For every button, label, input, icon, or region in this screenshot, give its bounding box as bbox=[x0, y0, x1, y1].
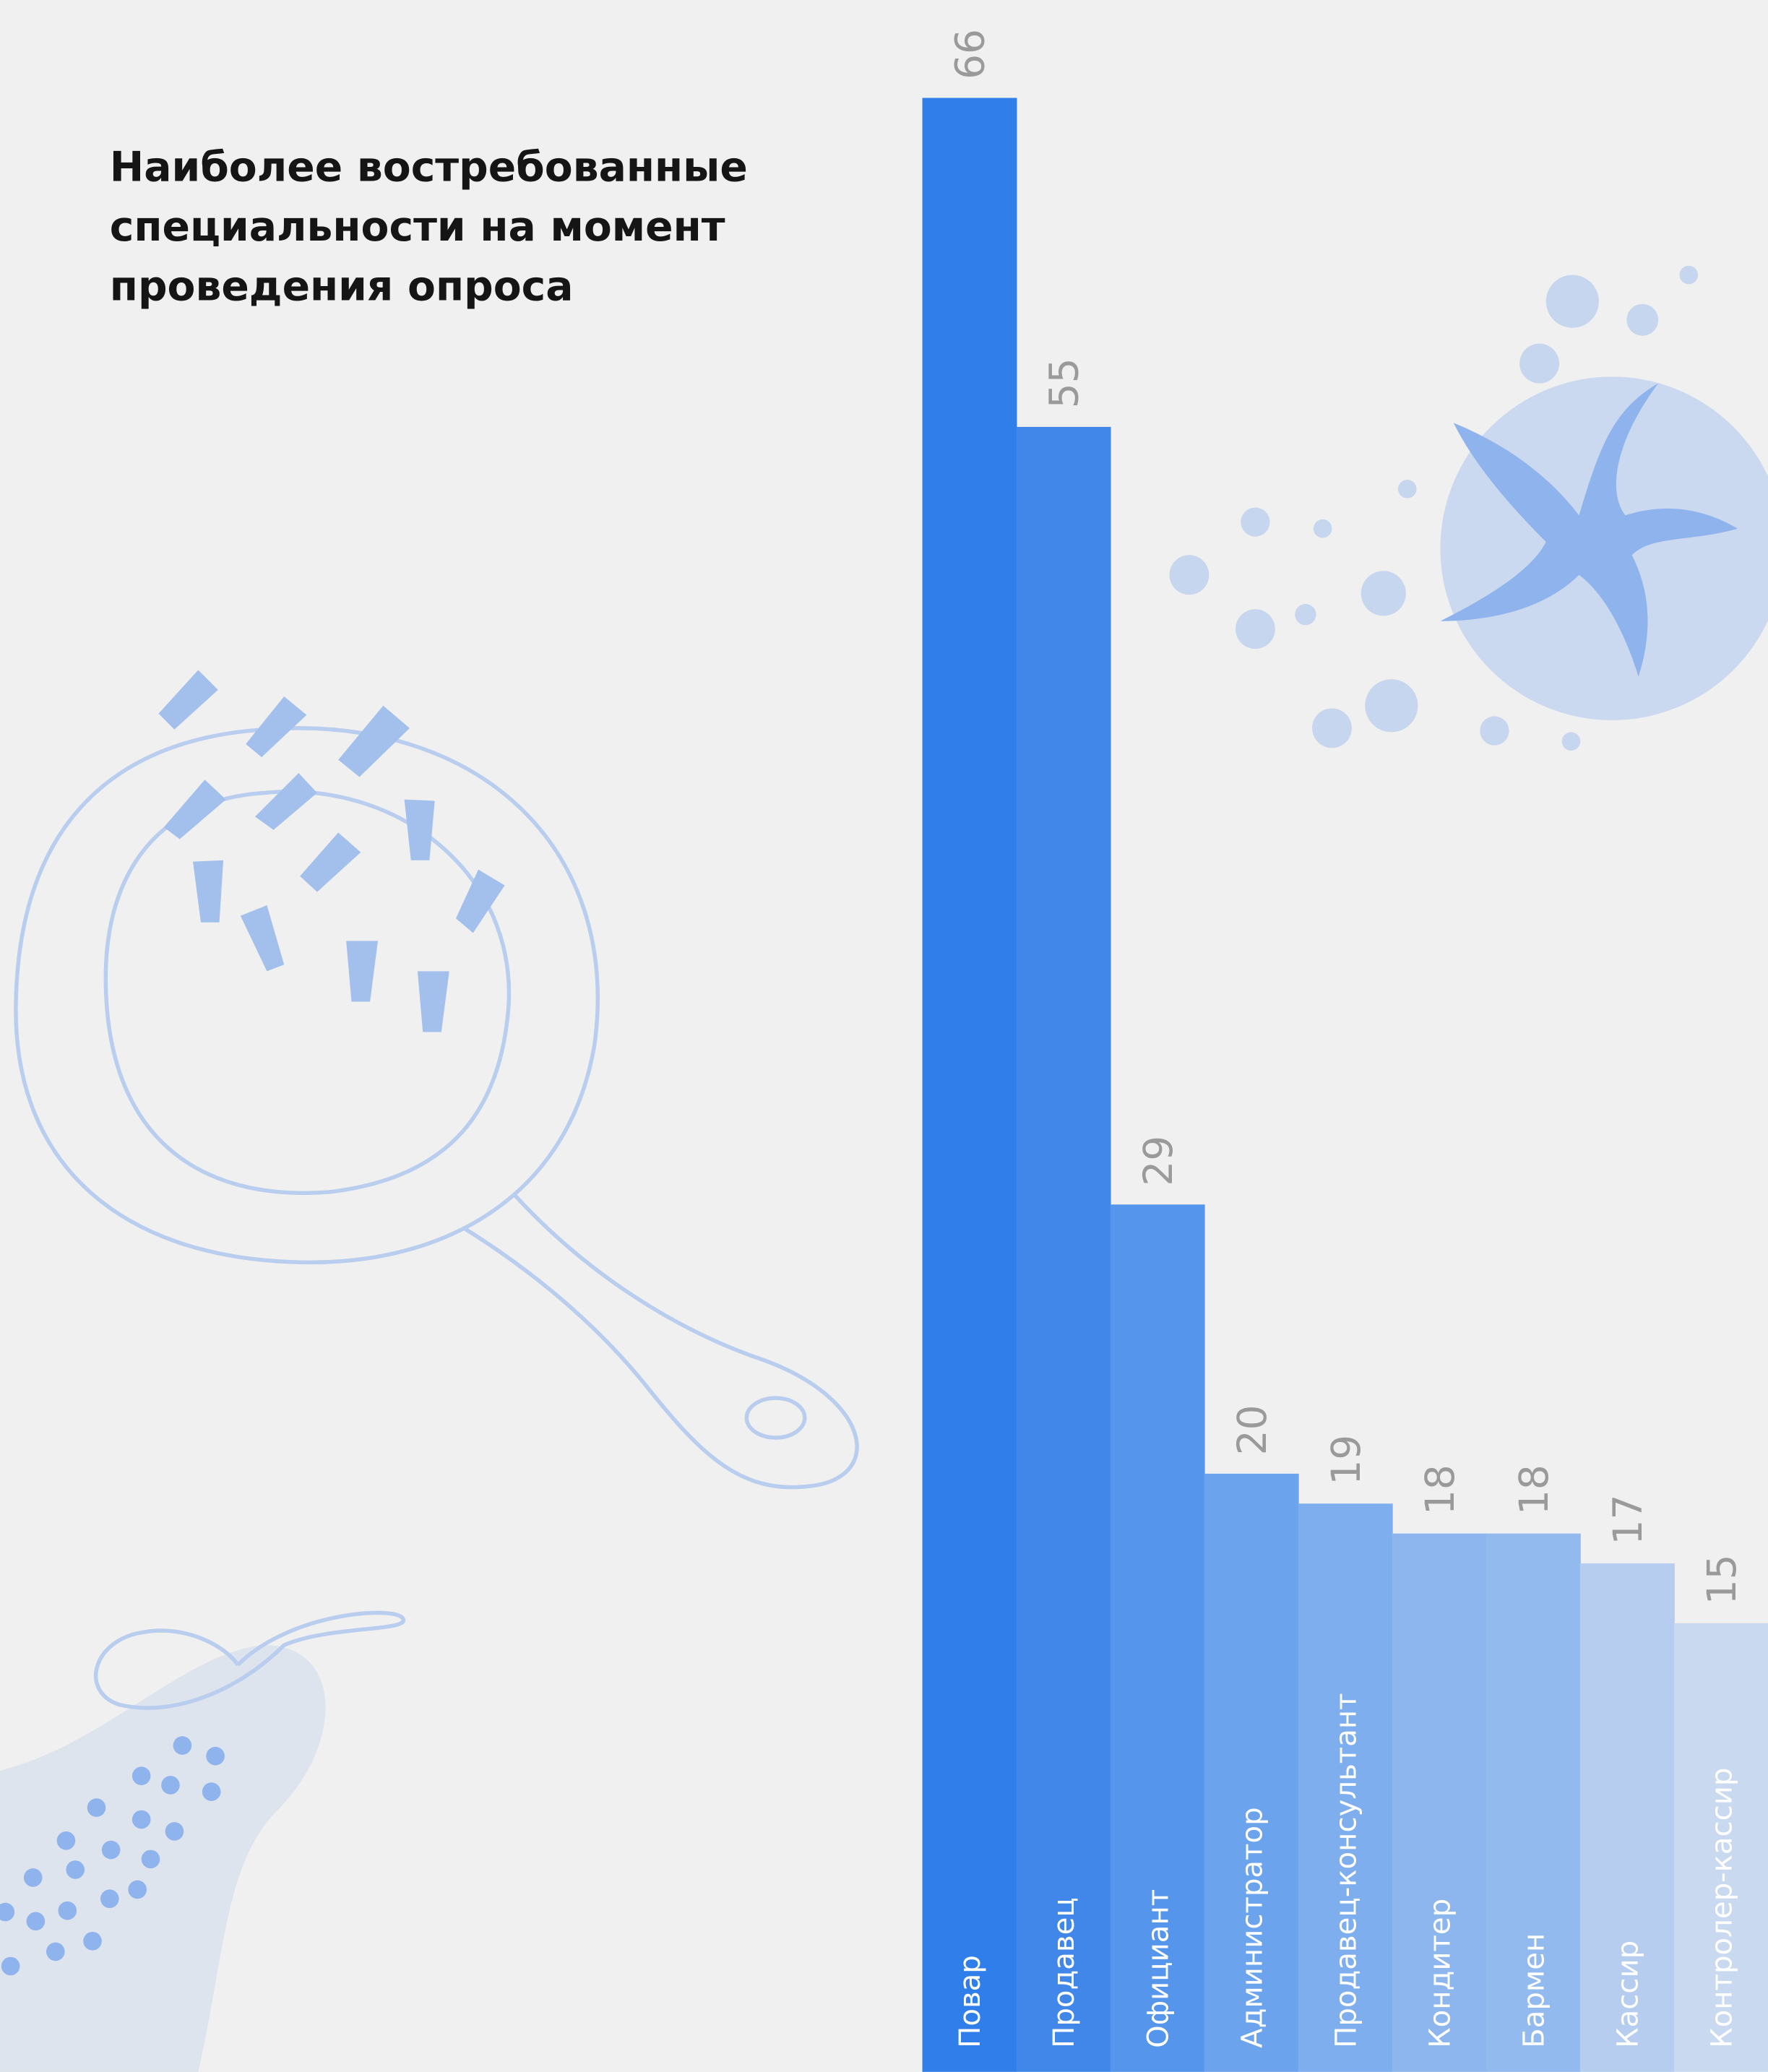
category-label: Продавец-консультант bbox=[1329, 1693, 1363, 2047]
value-label: 17 bbox=[1605, 1495, 1651, 1545]
value-label: 15 bbox=[1699, 1554, 1745, 1605]
value-label: 66 bbox=[947, 29, 993, 79]
chart-title: проведения опроса bbox=[110, 262, 574, 310]
value-label: 19 bbox=[1323, 1435, 1369, 1485]
category-label: Продавец bbox=[1048, 1897, 1081, 2048]
value-label: 29 bbox=[1135, 1136, 1181, 1186]
category-label: Кондитер bbox=[1423, 1899, 1457, 2048]
value-label: 55 bbox=[1041, 358, 1087, 408]
value-label: 18 bbox=[1511, 1464, 1557, 1515]
value-label: 18 bbox=[1417, 1464, 1463, 1515]
category-label: Кассир bbox=[1612, 1941, 1645, 2048]
bar bbox=[923, 98, 1017, 2072]
category-label: Повар bbox=[954, 1955, 987, 2048]
chart-title: специальности на момент bbox=[110, 203, 725, 251]
value-label: 20 bbox=[1229, 1404, 1275, 1455]
category-label: Официант bbox=[1142, 1889, 1175, 2048]
category-label: Администратор bbox=[1236, 1807, 1269, 2048]
chart: Наиболее востребованные специальности на… bbox=[0, 0, 1768, 2072]
bar bbox=[1017, 427, 1111, 2072]
chart-title: Наиболее востребованные bbox=[110, 144, 748, 191]
category-label: Бармен bbox=[1518, 1933, 1551, 2048]
category-label: Контролер-кассир bbox=[1706, 1768, 1739, 2048]
